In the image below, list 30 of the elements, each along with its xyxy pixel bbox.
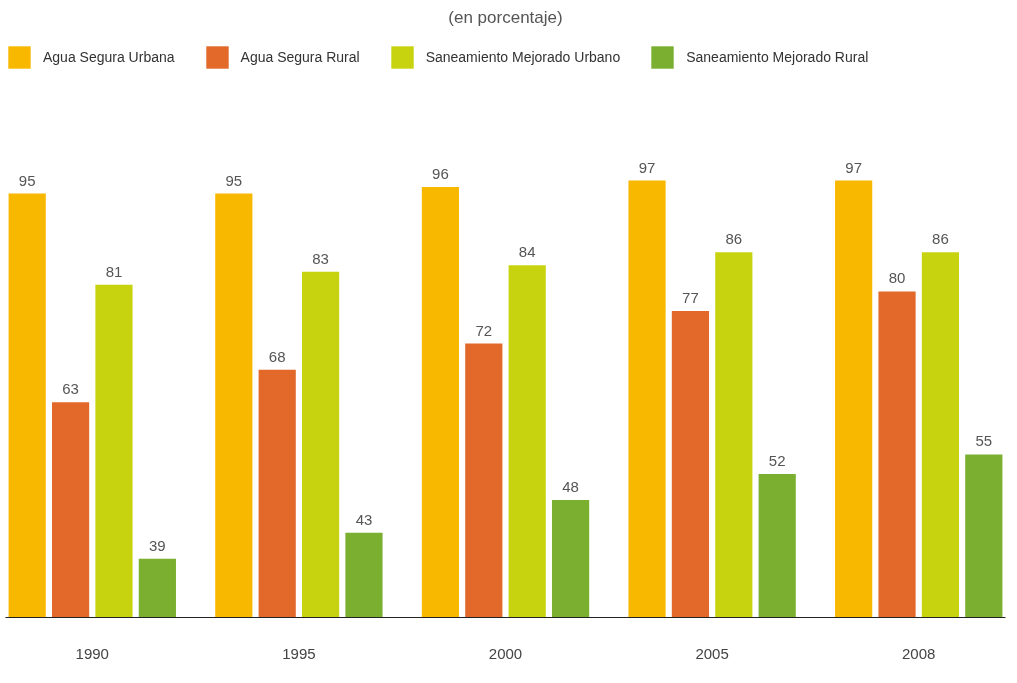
legend-label: Saneamiento Mejorado Urbano bbox=[425, 49, 621, 65]
x-tick-label: 1995 bbox=[282, 644, 316, 662]
data-label: 86 bbox=[932, 230, 949, 248]
legend-label: Agua Segura Urbana bbox=[43, 49, 175, 65]
data-label: 39 bbox=[149, 536, 166, 554]
data-label: 72 bbox=[475, 321, 493, 339]
legend-label: Saneamiento Mejorado Rural bbox=[686, 49, 869, 65]
data-label: 48 bbox=[562, 478, 579, 496]
x-tick-label: 2008 bbox=[902, 644, 936, 662]
data-label: 63 bbox=[62, 380, 79, 398]
x-tick-label: 2005 bbox=[695, 644, 729, 662]
x-tick-label: 1990 bbox=[75, 644, 109, 662]
data-label: 43 bbox=[355, 510, 373, 528]
data-label: 68 bbox=[268, 347, 286, 365]
data-label: 97 bbox=[638, 158, 656, 176]
data-label: 83 bbox=[312, 249, 329, 267]
data-label: 95 bbox=[18, 171, 36, 189]
data-label: 81 bbox=[105, 262, 123, 280]
data-label: 55 bbox=[975, 432, 993, 450]
data-label: 95 bbox=[225, 171, 243, 189]
chart-title: (en porcentaje) bbox=[448, 7, 563, 27]
data-label: 96 bbox=[432, 165, 449, 183]
data-label: 97 bbox=[845, 158, 862, 176]
data-label: 80 bbox=[888, 269, 906, 287]
legend-label: Agua Segura Rural bbox=[240, 49, 360, 65]
data-label: 52 bbox=[768, 452, 786, 470]
data-label: 77 bbox=[682, 288, 699, 306]
data-label: 86 bbox=[725, 230, 743, 248]
x-tick-label: 2000 bbox=[488, 644, 523, 662]
data-label: 84 bbox=[518, 243, 536, 261]
